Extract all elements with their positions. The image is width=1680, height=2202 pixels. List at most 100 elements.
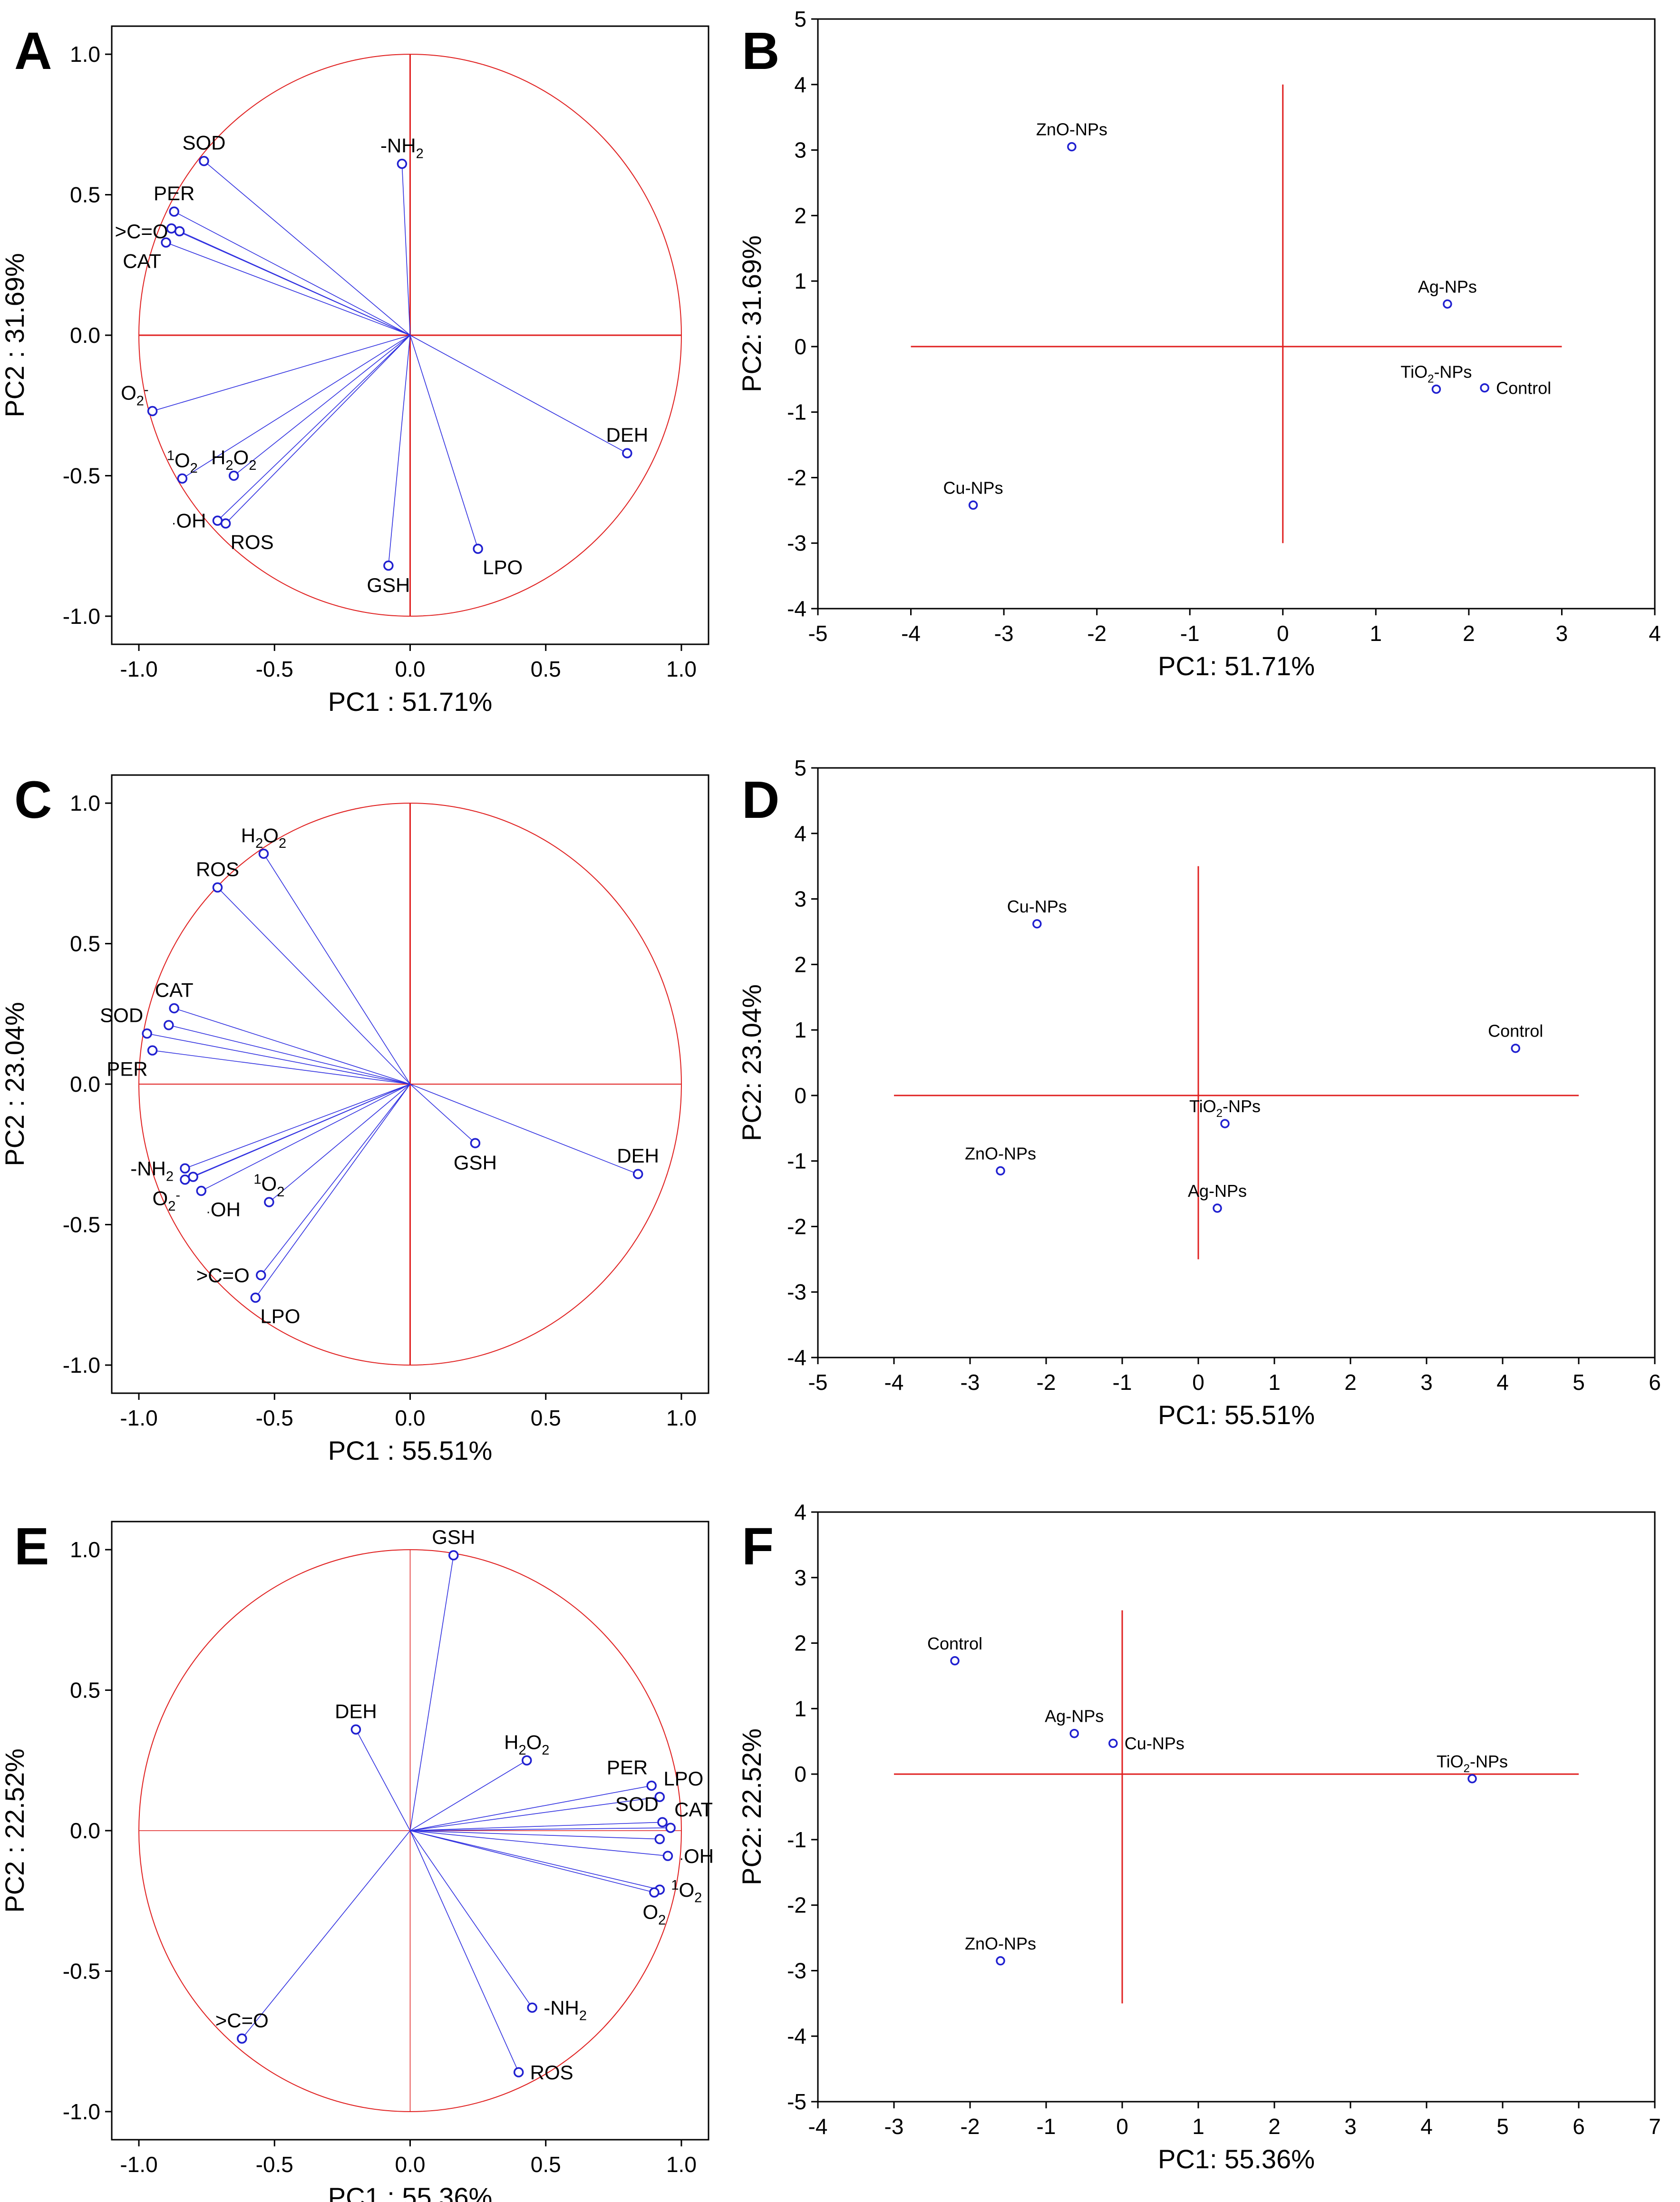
x-tick-label: 2 (1463, 621, 1475, 646)
point-item (166, 223, 177, 234)
loading-vector-deh (410, 1084, 638, 1174)
loading-vector-h2o2 (410, 1760, 527, 1831)
x-tick-label: -2 (1037, 1370, 1056, 1395)
point-ros (513, 2067, 524, 2077)
point-label-ag-nps: Ag-NPs (1188, 1181, 1247, 1201)
panel-letter: F (742, 1517, 774, 1576)
loading-vector-gsh (388, 335, 411, 566)
x-tick-label: 0.0 (395, 2152, 426, 2177)
point-tio2-nps (1220, 1119, 1230, 1128)
panel-letter: D (742, 771, 779, 829)
panel-letter: B (742, 22, 779, 80)
point-gsh (448, 1550, 459, 1561)
x-tick-label: 5 (1573, 1370, 1585, 1395)
point-item (654, 1833, 665, 1844)
point-label-h2o2: H2O2 (211, 446, 256, 473)
x-tick-label: 4 (1649, 621, 1661, 646)
point-sod (142, 1028, 152, 1039)
y-tick-label: 5 (794, 756, 806, 780)
loading-vector-nh2 (185, 1084, 410, 1169)
point-lpo (250, 1292, 261, 1303)
y-tick-label: 3 (794, 887, 806, 912)
point-label-ros: ROS (231, 531, 274, 553)
point-label-control: Control (927, 1634, 982, 1653)
point-label-c-o: >C=O (215, 2009, 269, 2031)
loading-vector-deh (355, 1729, 411, 1831)
point-label-gsh: GSH (454, 1152, 497, 1174)
point-label-zno-nps: ZnO-NPs (965, 1934, 1036, 1953)
x-tick-label: -1.0 (120, 657, 157, 681)
x-tick-label: 1.0 (666, 657, 697, 681)
y-axis-label: PC2: 31.69% (737, 235, 767, 392)
point-label-1o2: 1O2 (671, 1878, 702, 1905)
panel-letter: A (14, 22, 52, 80)
plot-frame (817, 18, 1656, 610)
point-label-c-o: >C=O (196, 1264, 250, 1287)
plot-frame (817, 1511, 1656, 2103)
point-label-cu-nps: Cu-NPs (943, 478, 1003, 497)
loading-vector-sod (410, 1822, 663, 1831)
point-c-o (174, 226, 185, 237)
y-tick-label: 0.5 (70, 1678, 100, 1703)
y-tick-label: -3 (787, 1280, 806, 1304)
x-tick-label: -0.5 (256, 657, 293, 681)
point-zno-nps (1067, 142, 1077, 152)
point-label-tio2-nps: TiO2-NPs (1189, 1096, 1261, 1120)
y-tick-label: -0.5 (63, 463, 100, 488)
point-nh2 (397, 158, 408, 169)
y-tick-label: -1 (787, 400, 806, 425)
point-per (147, 1045, 158, 1056)
x-tick-label: 0.0 (395, 657, 426, 681)
x-tick-label: 1.0 (666, 1406, 697, 1430)
y-tick-label: 1.0 (70, 1537, 100, 1562)
point-zno-nps (996, 1956, 1005, 1966)
point-per (646, 1780, 657, 1791)
point-label-control: Control (1496, 378, 1551, 398)
loading-vector-lpo (255, 1084, 411, 1298)
loading-vector-c-o (261, 1084, 411, 1276)
point-label-ag-nps: Ag-NPs (1045, 1707, 1104, 1726)
loading-vector-oh (217, 335, 411, 521)
x-tick-label: 1 (1192, 2114, 1204, 2139)
loading-vector-c-o (242, 1830, 411, 2039)
x-tick-label: -5 (808, 621, 828, 646)
point-label-o2: O2 (643, 1901, 666, 1928)
loading-vector-1o2 (410, 1830, 660, 1890)
y-tick-label: 0.5 (70, 931, 100, 956)
point-label-gsh: GSH (367, 574, 410, 596)
x-tick-label: -1 (1180, 621, 1200, 646)
y-tick-label: 1 (794, 269, 806, 293)
y-tick-label: 0 (794, 1762, 806, 1786)
panel-c: C -1.0 -0.5 0.0 0.5 1.0 -1.0 -0.5 0.0 0.5 1.0 PC1 :… (0, 771, 709, 1465)
y-tick-label: 3 (794, 1565, 806, 1590)
point-label-h2o2: H2O2 (504, 1731, 549, 1758)
y-tick-label: -2 (787, 1214, 806, 1239)
y-tick-label: 2 (794, 1631, 806, 1656)
point-label-deh: DEH (606, 424, 649, 446)
point-ag-nps (1069, 1728, 1079, 1738)
point-o2 (180, 1174, 190, 1185)
x-tick-label: -3 (884, 2114, 904, 2139)
y-tick-label: -3 (787, 1958, 806, 1983)
point-label-nh2: -NH2 (380, 135, 424, 162)
x-tick-label: 3 (1556, 621, 1568, 646)
loading-vector-sod (204, 161, 411, 336)
x-tick-label: -2 (1087, 621, 1107, 646)
point-label-h2o2: H2O2 (241, 824, 286, 851)
point-cat (161, 237, 171, 248)
loading-vector-item (410, 1830, 660, 1840)
y-tick-label: -1.0 (63, 604, 100, 629)
panel-letter: E (14, 1517, 49, 1576)
point-per (169, 206, 179, 217)
y-tick-label: 0.5 (70, 183, 100, 207)
point-control (1480, 383, 1489, 393)
y-tick-label: -0.5 (63, 1959, 100, 1983)
x-tick-label: 7 (1649, 2114, 1661, 2139)
loading-vector-nh2 (409, 1830, 533, 2008)
y-tick-label: 0.0 (70, 323, 100, 348)
x-tick-label: -1.0 (120, 2152, 157, 2177)
point-label-oh: ·OH (679, 1845, 714, 1867)
point-label-ros: ROS (530, 2061, 573, 2084)
point-label-1o2: 1O2 (253, 1172, 284, 1199)
